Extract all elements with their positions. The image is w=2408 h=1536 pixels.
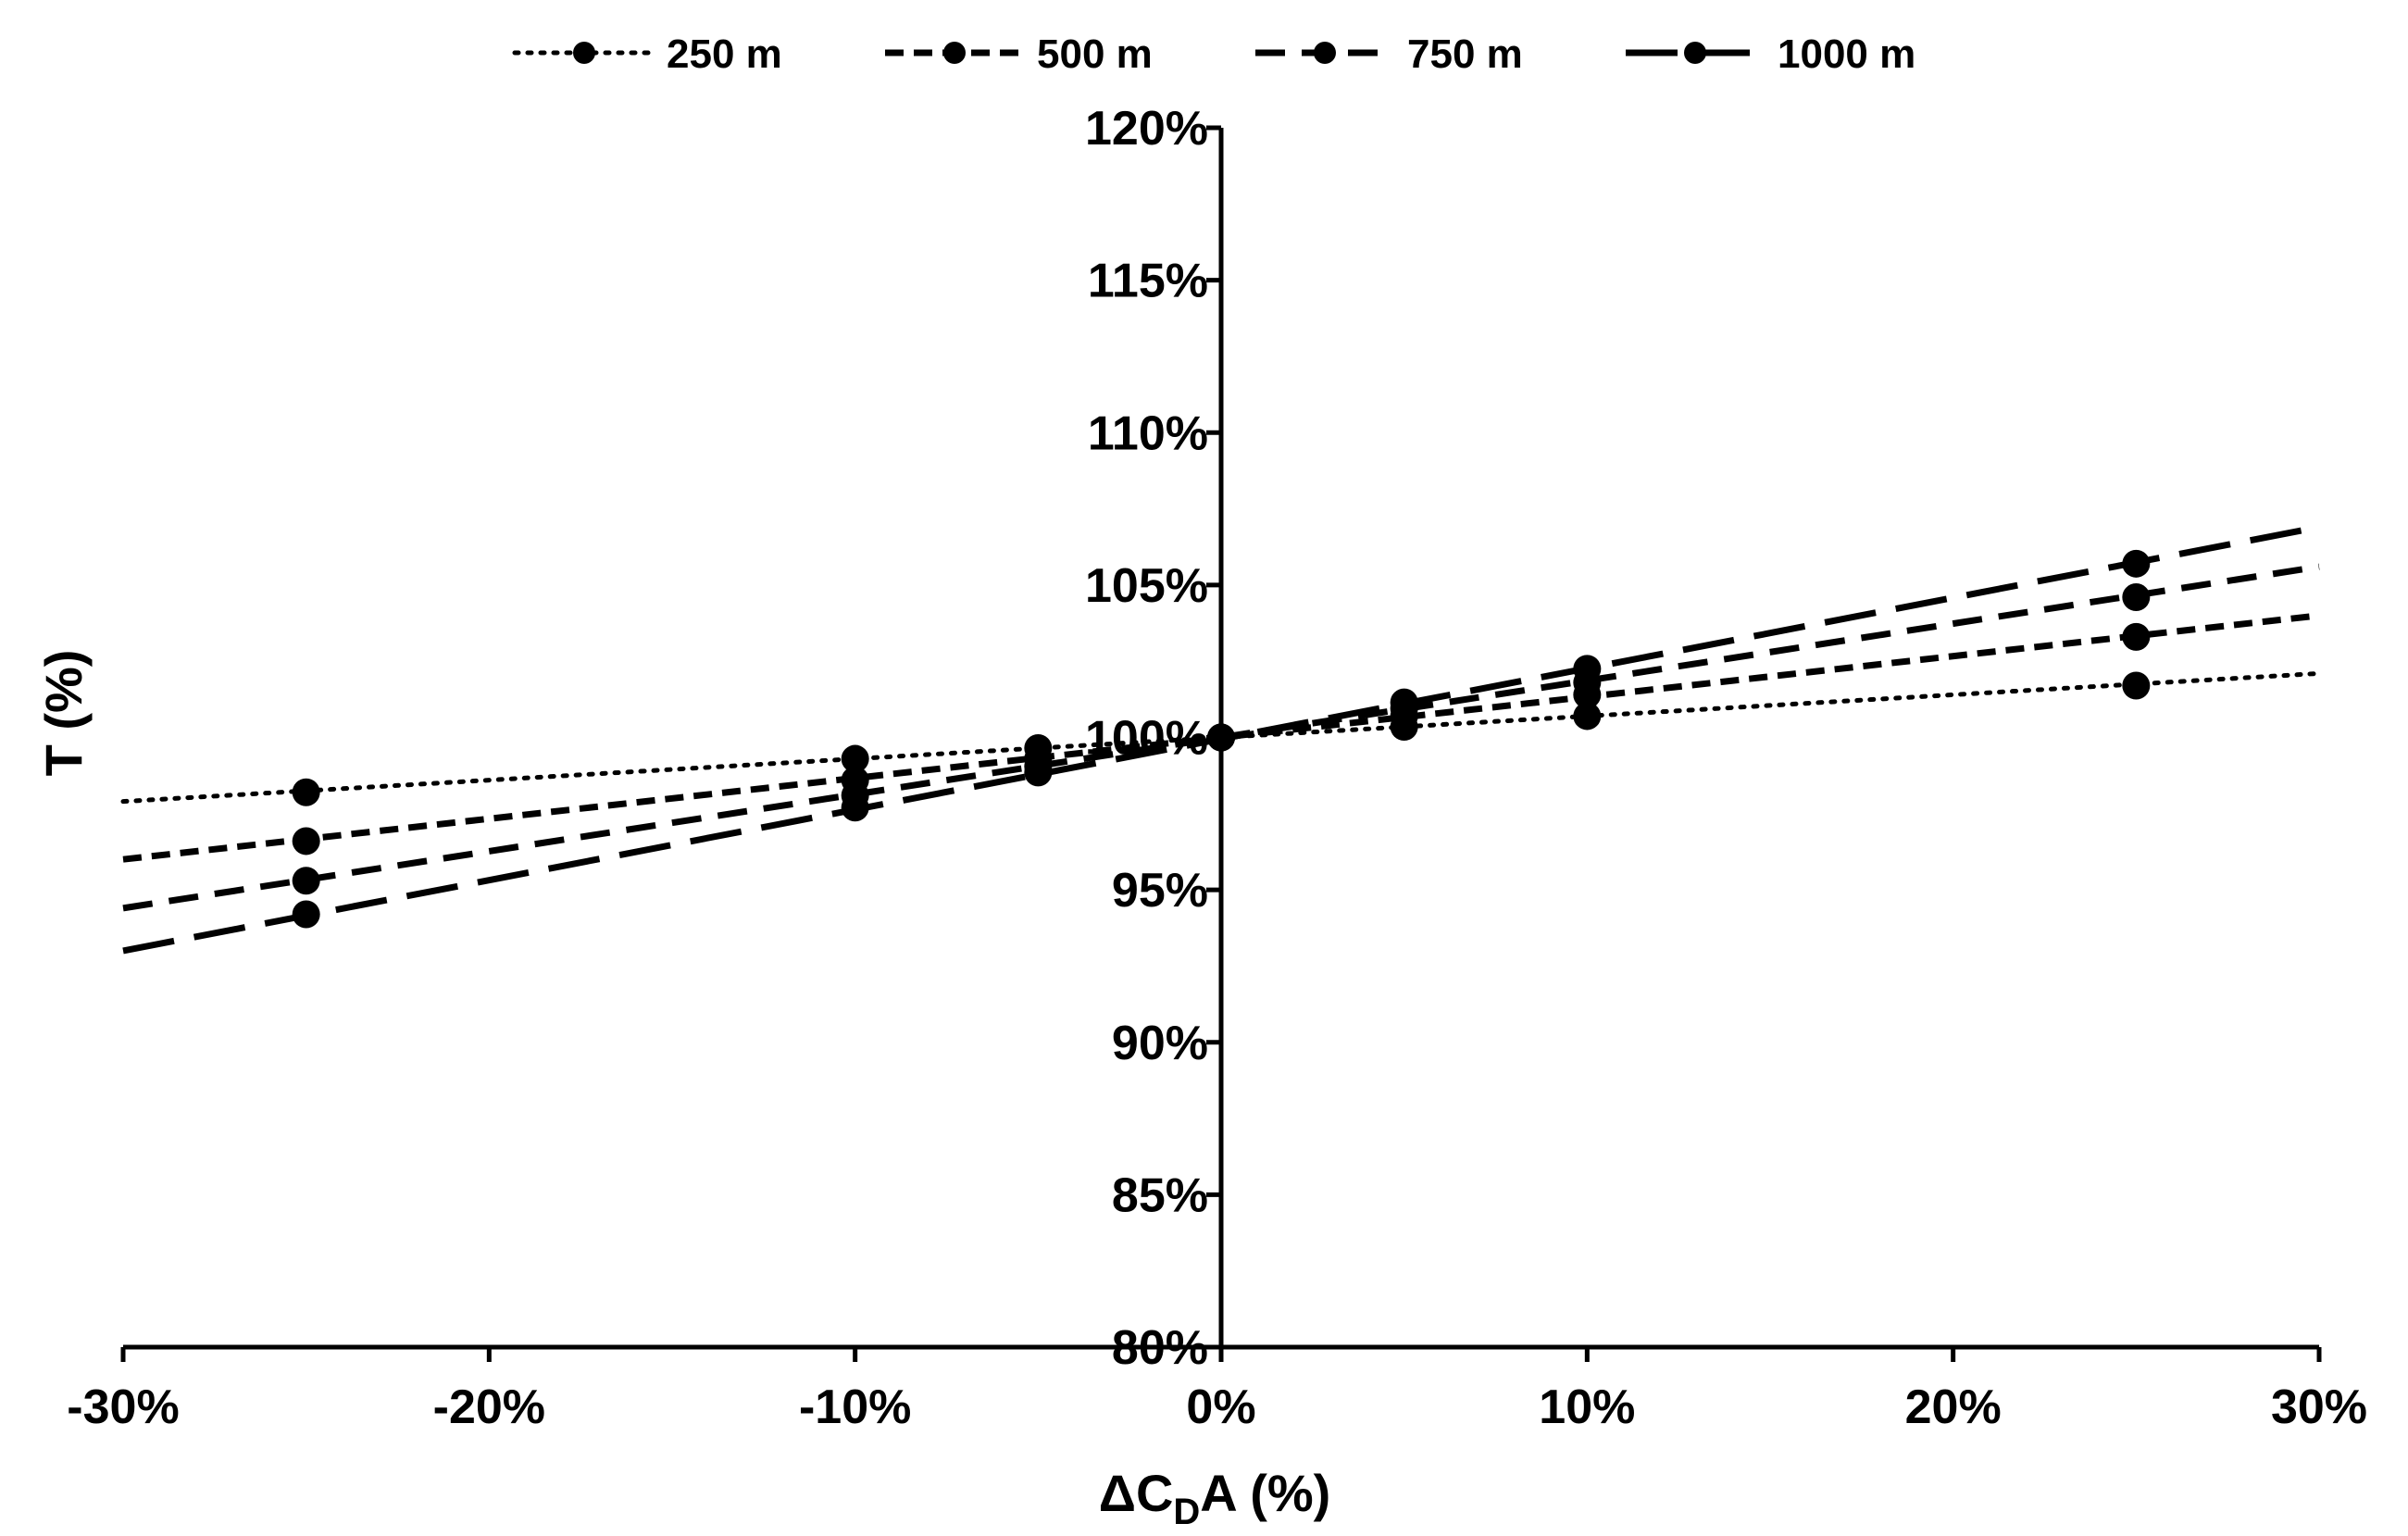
y-axis-title: T (%) xyxy=(34,650,93,777)
x-axis-title: ΔCDA (%) xyxy=(1099,1464,1331,1532)
y-tick-label: 120% xyxy=(1085,102,1208,156)
y-tick-label: 95% xyxy=(1112,864,1208,918)
y-tick-label: 105% xyxy=(1085,559,1208,613)
x-axis-ticks: -30% -20% -10% 0% 10% 20% 30% xyxy=(67,1347,2367,1434)
y-tick-label: 110% xyxy=(1088,406,1208,460)
data-point-750m xyxy=(2122,583,2151,612)
data-point-750m xyxy=(292,867,320,895)
legend-marker xyxy=(573,42,595,64)
y-tick-label: 115% xyxy=(1088,255,1208,308)
y-tick-label: 85% xyxy=(1112,1168,1208,1222)
x-tick-label: 20% xyxy=(1905,1380,2002,1434)
legend-label: 750 m xyxy=(1407,31,1523,77)
data-points xyxy=(292,549,2151,929)
legend-marker xyxy=(1684,42,1706,64)
data-point-1000m xyxy=(1390,688,1418,717)
x-tick-label: -20% xyxy=(433,1380,545,1434)
data-point-250m xyxy=(2122,671,2151,700)
data-point-250m xyxy=(292,778,320,806)
data-point-1000m xyxy=(1573,655,1602,683)
legend-label: 1000 m xyxy=(1778,31,1915,77)
data-point-250m xyxy=(1573,702,1602,731)
legend-item-1000m: 1000 m xyxy=(1626,31,1915,77)
legend: 250 m 500 m 750 m 1000 m xyxy=(512,31,1915,77)
legend-item-250m: 250 m xyxy=(512,31,782,77)
legend-label: 250 m xyxy=(667,31,782,77)
data-point-1000m xyxy=(841,793,869,822)
x-tick-label: 0% xyxy=(1186,1380,1255,1434)
data-point-250m xyxy=(841,744,869,773)
data-point-1000m xyxy=(2122,549,2151,578)
legend-label: 500 m xyxy=(1037,31,1153,77)
data-point-500m xyxy=(2122,622,2151,651)
data-point-500m xyxy=(292,827,320,855)
data-point-1000m xyxy=(1024,758,1053,787)
x-tick-label: -10% xyxy=(799,1380,911,1434)
data-point-1000m xyxy=(292,900,320,929)
y-axis-ticks: 80% 85% 90% 95% 100% 105% 110% 115% 120% xyxy=(1085,102,1221,1375)
legend-marker xyxy=(943,42,966,64)
legend-marker xyxy=(1314,42,1336,64)
x-tick-label: -30% xyxy=(67,1380,179,1434)
y-tick-label: 80% xyxy=(1112,1321,1208,1375)
legend-item-750m: 750 m xyxy=(1255,31,1523,77)
legend-item-500m: 500 m xyxy=(885,31,1153,77)
x-tick-label: 10% xyxy=(1539,1380,1635,1434)
y-tick-label: 100% xyxy=(1085,712,1208,766)
x-tick-label: 30% xyxy=(2271,1380,2367,1434)
y-tick-label: 90% xyxy=(1112,1017,1208,1070)
